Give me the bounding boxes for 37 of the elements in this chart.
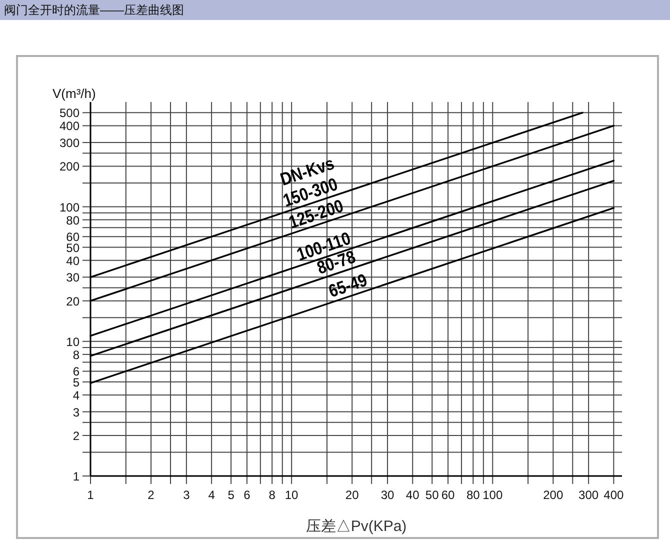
x-axis-title: 压差△Pv(KPa) [306, 518, 407, 535]
y-tick-label: 3 [72, 405, 80, 420]
y-tick-label: 80 [66, 213, 80, 228]
x-tick-label: 40 [406, 488, 420, 502]
x-tick-label: 2 [148, 488, 154, 502]
x-tick-label: 60 [441, 488, 455, 502]
y-tick-label: 200 [59, 160, 80, 174]
y-axis-title: V(m³/h) [52, 86, 96, 101]
y-tick-label: 20 [66, 294, 80, 308]
y-tick-label: 1 [72, 470, 80, 484]
x-tick-label: 300 [578, 488, 599, 502]
x-tick-label: 80 [466, 488, 480, 502]
y-tick-label: 500 [59, 106, 80, 120]
y-tick-label: 4 [72, 388, 80, 402]
x-tick-label: 30 [380, 488, 394, 502]
x-tick-label: 4 [208, 488, 215, 502]
x-tick-label: 3 [183, 488, 190, 502]
x-tick-label: 5 [228, 488, 234, 502]
series-label: 65-49 [326, 270, 370, 302]
x-tick-label: 20 [345, 488, 359, 502]
y-tick-label: 40 [66, 254, 80, 268]
y-tick-label: 10 [66, 334, 80, 349]
y-tick-label: 30 [66, 270, 80, 285]
y-tick-label: 8 [72, 348, 80, 362]
y-tick-label: 2 [72, 428, 80, 443]
y-tick-label: 400 [59, 119, 80, 134]
y-tick-label: 300 [59, 136, 80, 150]
x-tick-label: 100 [482, 488, 503, 502]
x-tick-label: 1 [87, 488, 94, 502]
x-tick-label: 50 [425, 488, 439, 502]
x-tick-label: 400 [604, 488, 624, 502]
x-tick-label: 8 [268, 488, 276, 502]
x-tick-label: 200 [543, 488, 564, 502]
y-tick-label: 100 [59, 200, 80, 214]
x-tick-label: 10 [284, 488, 298, 502]
x-tick-label: 6 [244, 488, 250, 502]
title: 阀门全开时的流量——压差曲线图 [4, 3, 184, 17]
